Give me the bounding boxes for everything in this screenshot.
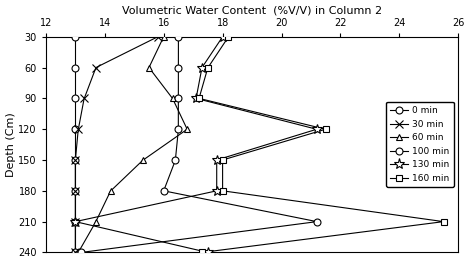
- Legend: 0 min, 30 min, 60 min, 100 min, 130 min, 160 min: 0 min, 30 min, 60 min, 100 min, 130 min,…: [386, 102, 454, 187]
- Y-axis label: Depth (Cm): Depth (Cm): [6, 112, 16, 177]
- X-axis label: Volumetric Water Content  (%V/V) in Column 2: Volumetric Water Content (%V/V) in Colum…: [122, 6, 382, 16]
